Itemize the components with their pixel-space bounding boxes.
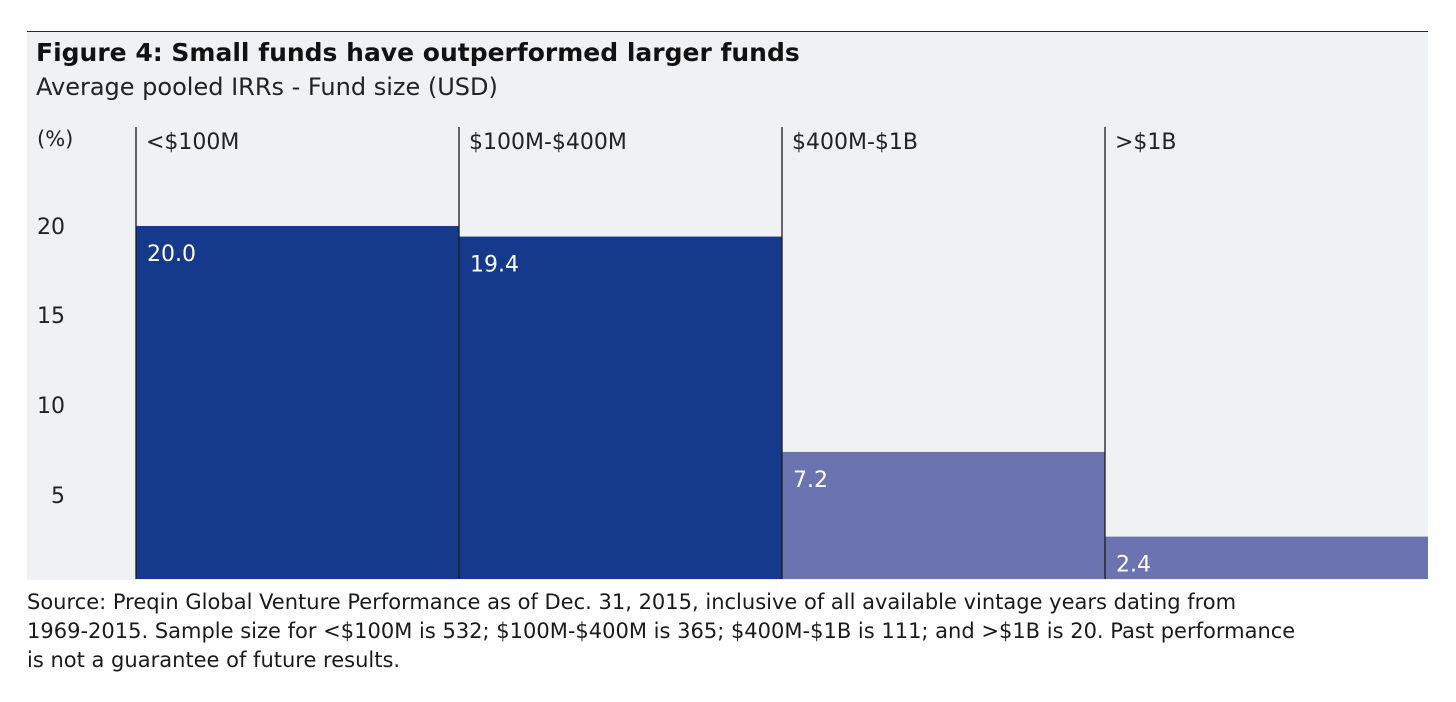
y-tick-label: 15 — [37, 304, 65, 329]
y-tick-label: 10 — [37, 394, 65, 419]
bar — [136, 226, 459, 579]
category-label: <$100M — [146, 130, 239, 155]
bar — [782, 451, 1105, 579]
value-label: 7.2 — [793, 468, 828, 493]
y-tick-label: 5 — [51, 484, 65, 509]
value-label: 19.4 — [470, 253, 519, 278]
chart-subtitle: Average pooled IRRs - Fund size (USD) — [36, 73, 498, 101]
footnote-line: Source: Preqin Global Venture Performanc… — [27, 590, 1237, 614]
footnote-line: is not a guarantee of future results. — [27, 648, 401, 672]
y-axis-unit-label: (%) — [37, 127, 74, 151]
bar — [1105, 536, 1428, 579]
chart-title: Figure 4: Small funds have outperformed … — [36, 38, 800, 67]
footnote-line: 1969-2015. Sample size for <$100M is 532… — [27, 619, 1296, 643]
bar — [459, 236, 782, 579]
value-label: 2.4 — [1116, 553, 1151, 578]
category-label: $100M-$400M — [469, 130, 627, 155]
category-label: $400M-$1B — [792, 130, 918, 155]
category-label: >$1B — [1115, 130, 1177, 155]
value-label: 20.0 — [147, 242, 196, 267]
y-tick-label: 20 — [37, 215, 65, 240]
source-footnote: Source: Preqin Global Venture Performanc… — [27, 588, 1427, 675]
